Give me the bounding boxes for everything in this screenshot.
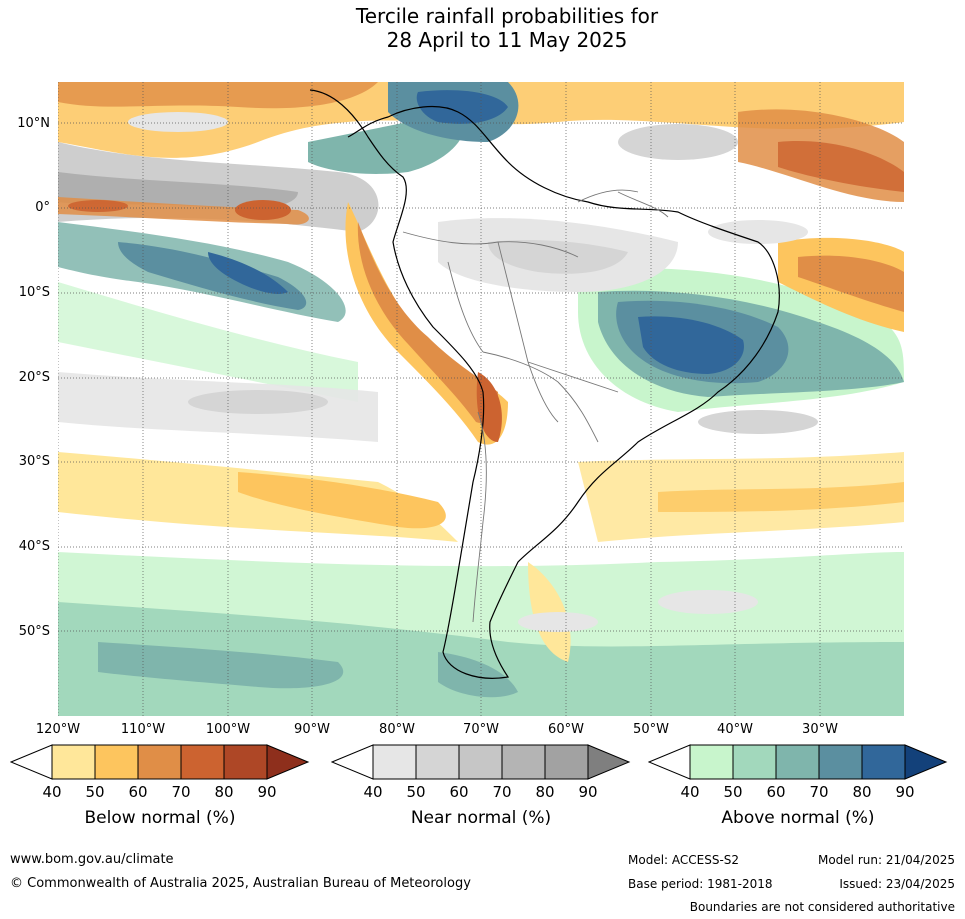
lon-label-60w: 60°W: [548, 722, 584, 737]
lon-label-30w: 30°W: [802, 722, 838, 737]
cb1-tick-60: 60: [449, 783, 469, 801]
cb1-swatch-3: [458, 744, 503, 780]
lat-label-30s: 30°S: [18, 454, 50, 469]
cb1-swatch-2: [415, 744, 460, 780]
cb0-swatch-1: [51, 744, 96, 780]
cb1-tick-70: 70: [492, 783, 512, 801]
cb2-swatch-2: [732, 744, 777, 780]
footer-model-run: Model run: 21/04/2025: [817, 853, 955, 867]
lon-label-90w: 90°W: [294, 722, 330, 737]
title-line-1: Tercile rainfall probabilities for: [355, 4, 659, 28]
cb2-swatch-0: [647, 744, 691, 780]
footer-base-period: Base period: 1981-2018: [628, 877, 773, 891]
country-borders: [402, 189, 669, 623]
graticule: [58, 82, 904, 716]
map-title: Tercile rainfall probabilities for 28 Ap…: [0, 4, 965, 52]
cb1-tick-50: 50: [406, 783, 426, 801]
colorbar-near-normal-svg: [330, 744, 631, 780]
cb1-tick-90: 90: [578, 783, 598, 801]
colorbar-below-normal-svg: [9, 744, 310, 780]
colorbar-above-normal-svg: [647, 744, 948, 780]
cb0-tick-60: 60: [128, 783, 148, 801]
cb1-swatch-0: [330, 744, 374, 780]
footer-url[interactable]: www.bom.gov.au/climate: [10, 852, 174, 867]
cb2-swatch-6: [904, 744, 948, 780]
lat-label-20s: 20°S: [18, 370, 50, 385]
cb0-swatch-6: [266, 744, 310, 780]
cb2-tick-70: 70: [809, 783, 829, 801]
cb1-swatch-4: [501, 744, 546, 780]
footer-copyright: © Commonwealth of Australia 2025, Austra…: [10, 876, 471, 891]
lon-label-80w: 80°W: [379, 722, 415, 737]
colorbar-below-normal: [9, 744, 310, 784]
cb1-swatch-6: [587, 744, 631, 780]
cb2-swatch-5: [861, 744, 906, 780]
cb1-swatch-1: [372, 744, 417, 780]
lon-label-120w: 120°W: [35, 722, 81, 737]
cb2-tick-40: 40: [680, 783, 700, 801]
lon-label-40w: 40°W: [717, 722, 753, 737]
cb0-swatch-5: [223, 744, 268, 780]
cb2-title: Above normal (%): [721, 808, 875, 828]
lon-label-110w: 110°W: [120, 722, 166, 737]
cb0-tick-90: 90: [257, 783, 277, 801]
cb1-title: Near normal (%): [410, 808, 552, 828]
footer-disclaimer: Boundaries are not considered authoritat…: [689, 900, 955, 914]
cb0-swatch-3: [137, 744, 182, 780]
cb0-swatch-0: [9, 744, 53, 780]
cb2-swatch-3: [775, 744, 820, 780]
cb2-tick-90: 90: [895, 783, 915, 801]
cb0-tick-80: 80: [214, 783, 234, 801]
colorbar-near-normal: [330, 744, 631, 784]
cb1-tick-40: 40: [363, 783, 383, 801]
cb2-tick-80: 80: [852, 783, 872, 801]
colorbar-above-normal: [647, 744, 948, 784]
cb1-swatch-5: [544, 744, 589, 780]
title-line-2: 28 April to 11 May 2025: [386, 28, 628, 52]
lon-label-70w: 70°W: [463, 722, 499, 737]
cb2-swatch-4: [818, 744, 863, 780]
map-svg: [58, 82, 904, 716]
lat-label-0: 0°: [35, 200, 50, 215]
cb0-swatch-4: [180, 744, 225, 780]
footer-model: Model: ACCESS-S2: [628, 853, 740, 867]
cb0-tick-50: 50: [85, 783, 105, 801]
cb0-swatch-2: [94, 744, 139, 780]
cb0-title: Below normal (%): [84, 808, 236, 828]
cb2-swatch-1: [689, 744, 734, 780]
cb1-tick-80: 80: [535, 783, 555, 801]
cb0-tick-70: 70: [171, 783, 191, 801]
lat-label-50s: 50°S: [18, 624, 50, 639]
lat-label-40s: 40°S: [18, 539, 50, 554]
rainfall-probability-map: [58, 82, 904, 716]
cb0-tick-40: 40: [42, 783, 62, 801]
cb2-tick-60: 60: [766, 783, 786, 801]
lon-label-50w: 50°W: [633, 722, 669, 737]
lat-label-10n: 10°N: [17, 116, 50, 131]
lon-label-100w: 100°W: [205, 722, 251, 737]
lat-label-10s: 10°S: [18, 285, 50, 300]
cb2-tick-50: 50: [723, 783, 743, 801]
footer-issued: Issued: 23/04/2025: [839, 877, 955, 891]
